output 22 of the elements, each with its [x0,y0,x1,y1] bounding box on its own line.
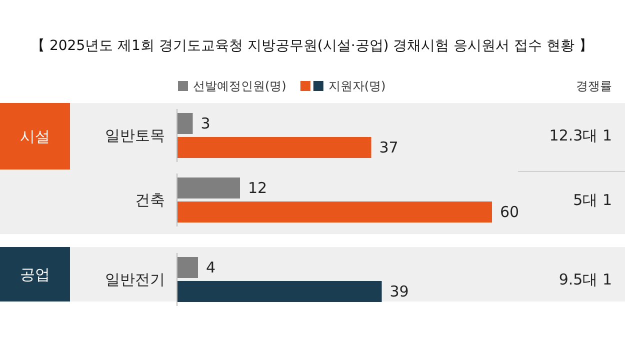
bar [177,281,382,302]
chart-title: 【 2025년도 제1회 경기도교육청 지방공무원(시설·공업) 경채시험 응시원서 접수 현황 】 [31,38,593,54]
text: 시설 [20,127,50,146]
y-tick-label: 일반토목 [105,126,165,144]
bar [177,137,372,158]
data-label: 4 [206,258,216,276]
text: 5대 1 [573,191,612,209]
data-label: 39 [390,282,409,300]
data-label: 3 [200,114,210,132]
data-label: 12 [248,179,268,197]
text: 12.3대 1 [549,126,612,144]
bar [177,113,193,134]
y-tick-label: 건축 [135,191,165,209]
data-label: 60 [500,203,520,221]
legend-label: 선발예정인원(명) [193,79,286,93]
y-tick-label: 일반전기 [105,270,165,288]
text: 경쟁률 [576,79,612,93]
text: 공업 [20,265,50,284]
data-label: 37 [379,138,398,156]
legend-label: 지원자(명) [328,79,386,93]
bar [177,257,198,278]
text: 9.5대 1 [558,270,612,288]
